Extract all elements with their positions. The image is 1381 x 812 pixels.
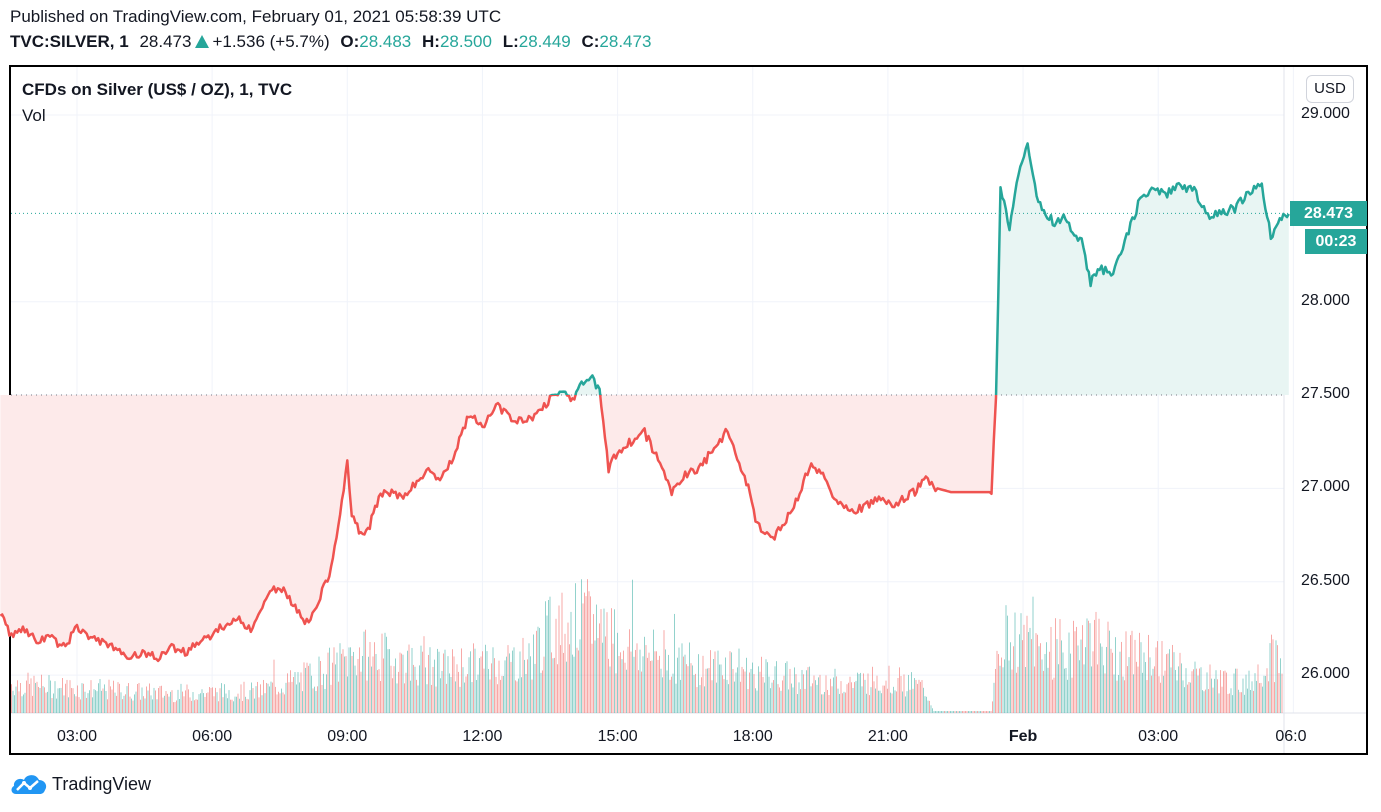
- symbol-label: TVC:SILVER, 1: [10, 32, 129, 51]
- time-tick-label: 12:00: [462, 728, 503, 745]
- up-arrow-icon: [195, 35, 210, 48]
- volume-label: Vol: [22, 106, 46, 125]
- time-tick-label: 06:0: [1275, 728, 1307, 745]
- ohlc-legend: TVC:SILVER, 1 28.473 +1.536 (+5.7%) O:28.…: [10, 32, 651, 52]
- time-tick-label: 18:00: [732, 728, 773, 745]
- high-value: 28.500: [439, 32, 492, 51]
- time-tick-label: 15:00: [597, 728, 638, 745]
- high-label: H:: [422, 32, 440, 51]
- low-label: L:: [502, 32, 519, 51]
- close-label: C:: [581, 32, 600, 51]
- time-tick-label: 06:00: [192, 728, 233, 745]
- price-tick-label: 27.500: [1301, 385, 1350, 403]
- chart-title: CFDs on Silver (US$ / OZ), 1, TVC: [22, 80, 293, 99]
- bar-countdown-label: 00:23: [1305, 229, 1367, 254]
- brand-name: TradingView: [52, 773, 152, 794]
- low-value: 28.449: [518, 32, 571, 51]
- close-value: 28.473: [599, 32, 652, 51]
- tradingview-logo[interactable]: TradingView: [10, 772, 151, 796]
- price-tick-label: 26.000: [1301, 665, 1350, 683]
- price-tick-label: 28.000: [1301, 291, 1350, 309]
- last-price-label: 28.473: [1290, 201, 1367, 226]
- time-tick-label: 21:00: [867, 728, 908, 745]
- time-tick-label: 03:00: [56, 728, 98, 745]
- open-label: O:: [340, 32, 360, 51]
- published-line: Published on TradingView.com, February 0…: [10, 7, 502, 26]
- last-price: 28.473: [139, 32, 192, 51]
- price-tick-label: 29.000: [1301, 105, 1350, 122]
- time-tick-label: Feb: [1008, 728, 1038, 745]
- time-tick-label: 09:00: [327, 728, 368, 745]
- time-tick-label: 03:00: [1138, 728, 1179, 745]
- open-value: 28.483: [359, 32, 412, 51]
- change-value: +1.536 (+5.7%): [212, 32, 330, 51]
- price-tick-label: 27.000: [1301, 478, 1350, 496]
- price-tick-label: 26.500: [1301, 571, 1350, 589]
- currency-button[interactable]: USD: [1306, 75, 1354, 103]
- cloud-chart-icon: [11, 775, 47, 794]
